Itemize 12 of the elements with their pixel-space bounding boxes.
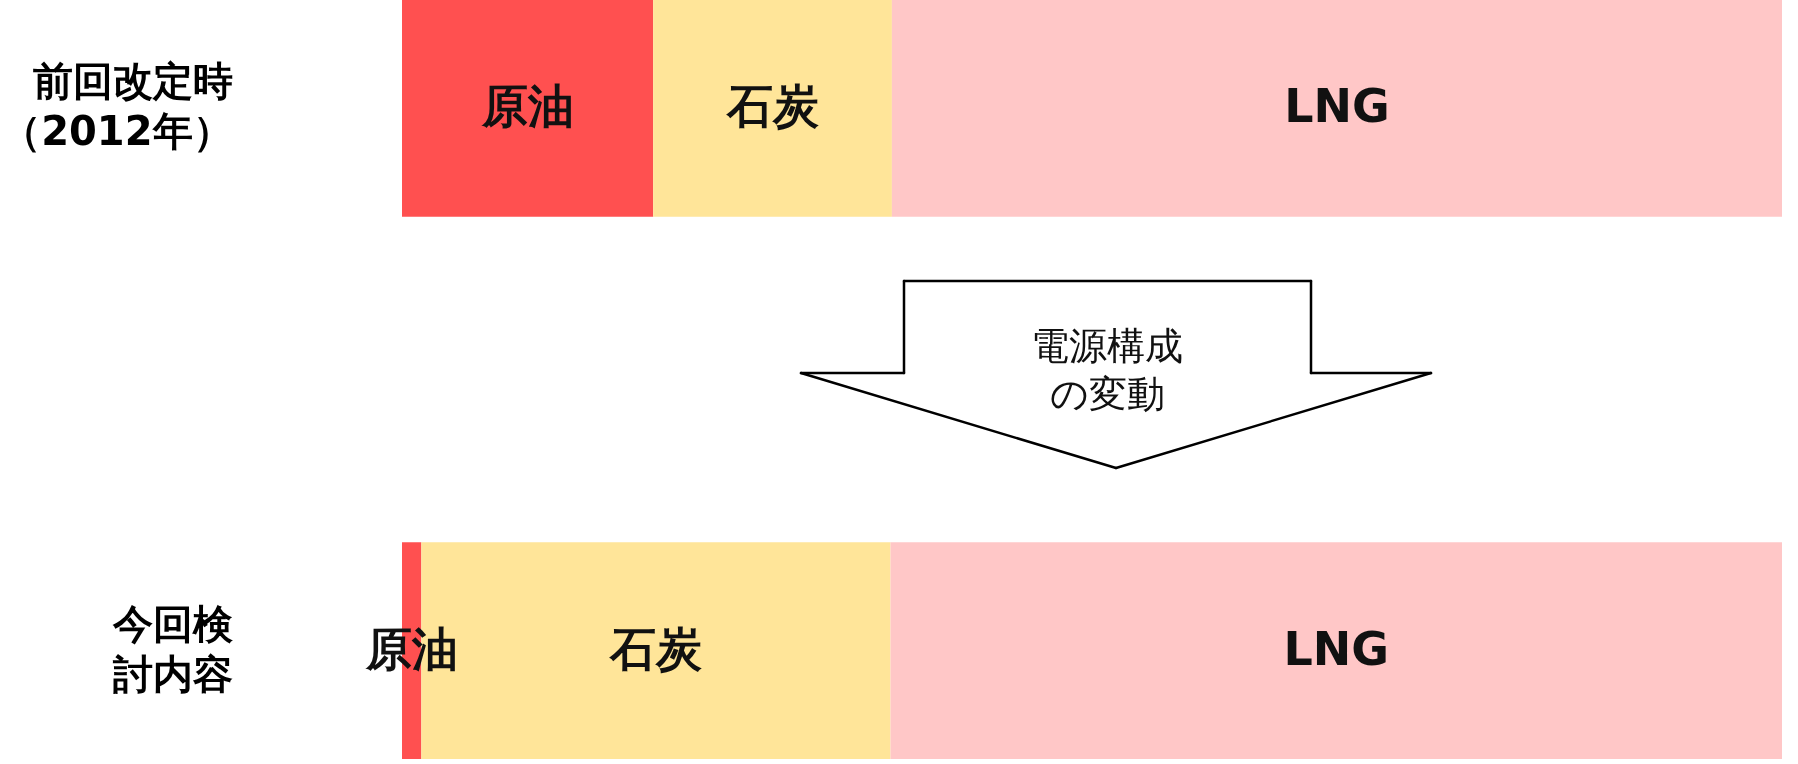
text: LNG — [1283, 621, 1390, 676]
text: 原油 — [481, 79, 574, 134]
series-label: LNG — [1284, 79, 1390, 134]
y-tick-label: 前回改定時（2012年） — [1, 58, 233, 155]
y-tick-label: 今回検討内容 — [111, 600, 233, 697]
bar — [890, 542, 1782, 759]
bar — [891, 0, 1782, 217]
bar — [402, 0, 654, 217]
bar — [653, 0, 892, 217]
text: 石炭 — [609, 621, 702, 676]
annotation: 電源構成の変動 — [1031, 324, 1183, 416]
series-label: 石炭 — [725, 79, 819, 134]
